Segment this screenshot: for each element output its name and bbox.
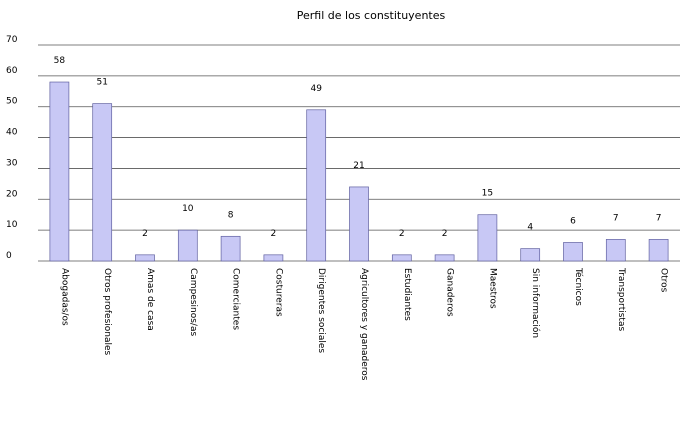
data-label: 10: [182, 204, 194, 214]
category-label: Otros profesionales: [102, 268, 112, 356]
data-label: 58: [54, 56, 66, 66]
bar: [220, 235, 241, 262]
bar: [434, 254, 455, 262]
y-tick-label: 0: [6, 251, 12, 261]
bar: [605, 239, 626, 262]
chart-title: Perfil de los constituyentes: [297, 9, 446, 22]
data-label: 7: [656, 213, 662, 223]
category-label: Costureras: [273, 268, 283, 317]
y-tick-label: 30: [6, 158, 18, 168]
y-tick-label: 10: [6, 220, 18, 230]
bar: [177, 229, 198, 262]
data-label: 49: [310, 84, 322, 94]
category-labels: Abogadas/os Otros profesionales Amas de ca…: [59, 267, 668, 381]
data-label: 4: [527, 223, 533, 233]
category-label: Agricultores y ganaderos: [359, 268, 369, 381]
bar: [306, 109, 327, 262]
y-axis-ticks: 0 10 20 30 40 50 60 70: [6, 35, 18, 261]
bar: [520, 248, 541, 262]
bar: [648, 239, 669, 262]
y-tick-label: 70: [6, 35, 18, 45]
data-label: 2: [271, 229, 277, 239]
data-label: 21: [353, 161, 364, 171]
y-tick-label: 60: [6, 66, 18, 76]
bar: [477, 214, 498, 262]
data-label: 51: [96, 78, 107, 88]
y-tick-label: 40: [6, 128, 18, 138]
category-label: Dirigentes sociales: [316, 268, 326, 353]
category-label: Abogadas/os: [59, 268, 69, 326]
bar: [49, 81, 70, 262]
category-label: Amas de casa: [145, 268, 155, 331]
bar: [391, 254, 412, 262]
category-label: Comerciantes: [231, 268, 241, 330]
category-label: Otros: [659, 268, 669, 293]
category-label: Técnicos: [573, 267, 584, 306]
category-label: Campesinos/as: [188, 268, 198, 336]
data-labels: 58 51 2 10 8 2 49 21 2 2 15 4 6 7 7: [54, 56, 662, 239]
category-label: Maestros: [487, 268, 497, 309]
data-label: 2: [142, 229, 148, 239]
data-label: 7: [613, 213, 619, 223]
data-label: 6: [570, 216, 576, 226]
category-label: Ganaderos: [445, 268, 455, 317]
bar: [92, 103, 113, 262]
bar: [135, 254, 155, 262]
y-tick-label: 20: [6, 189, 18, 199]
y-tick-label: 50: [6, 97, 18, 107]
category-label: Estudiantes: [402, 268, 412, 321]
data-label: 8: [228, 210, 234, 220]
bar: [263, 254, 284, 262]
bar: [563, 242, 583, 262]
data-label: 2: [399, 229, 405, 239]
category-label: Transportistas: [616, 267, 626, 331]
category-label: Sin información: [530, 268, 541, 338]
bars: [49, 81, 669, 262]
data-label: 15: [482, 189, 493, 199]
bar: [349, 186, 369, 262]
data-label: 2: [442, 229, 448, 239]
